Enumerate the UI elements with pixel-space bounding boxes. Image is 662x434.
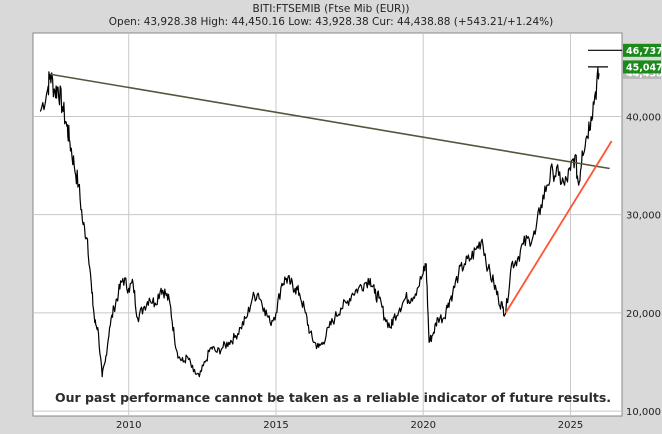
downtrend-line	[49, 73, 610, 170]
target-level-label: 46,737.	[626, 46, 662, 57]
target-levels: 44,438. 46,737. 45,047.	[588, 43, 662, 79]
data-layer	[39, 67, 613, 378]
current-price-label: 44,438.	[626, 68, 662, 79]
target-level-tag	[623, 60, 661, 74]
y-tick-label: 20,000.	[626, 309, 662, 320]
price-series-line	[39, 67, 600, 378]
x-tick-label: 2010	[116, 420, 141, 431]
x-tick-label: 2025	[558, 420, 583, 431]
x-tick-label: 2015	[263, 420, 288, 431]
y-tick-label: 40,000.	[626, 112, 662, 123]
chart-title: BITI:FTSEMIB (Ftse Mib (EUR))	[252, 3, 409, 15]
y-axis-ticks: 10,000. 20,000. 30,000. 40,000.	[626, 112, 662, 418]
target-level-label: 45,047.	[626, 62, 662, 73]
target-level-tag	[623, 43, 661, 57]
y-tick-label: 30,000.	[626, 211, 662, 222]
quote-line: Open: 43,928.38 High: 44,450.16 Low: 43,…	[109, 16, 553, 28]
x-tick-label: 2020	[410, 420, 435, 431]
x-axis-ticks: 2010 2015 2020 2025	[116, 420, 583, 431]
plot-area	[32, 32, 623, 417]
grid	[33, 33, 622, 416]
uptrend-line	[504, 140, 613, 314]
disclaimer: Our past performance cannot be taken as …	[55, 390, 611, 405]
y-tick-label: 10,000.	[626, 407, 662, 418]
